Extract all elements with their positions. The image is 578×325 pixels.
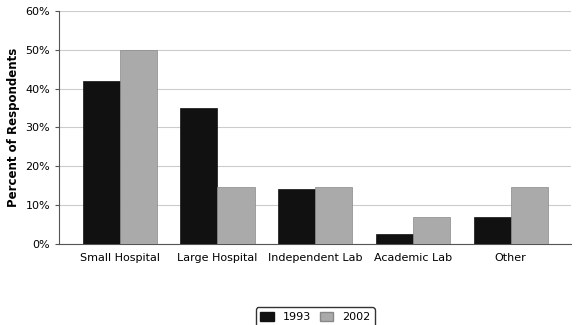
Bar bbox=[473, 216, 510, 244]
Bar bbox=[315, 188, 353, 244]
Y-axis label: Percent of Respondents: Percent of Respondents bbox=[7, 48, 20, 207]
Bar bbox=[278, 189, 315, 244]
Bar bbox=[83, 81, 120, 244]
Bar bbox=[510, 188, 548, 244]
Bar bbox=[217, 188, 254, 244]
Bar bbox=[180, 108, 217, 244]
Bar bbox=[376, 234, 413, 244]
Bar bbox=[120, 50, 157, 244]
Legend: 1993, 2002: 1993, 2002 bbox=[256, 307, 375, 325]
Bar bbox=[413, 216, 450, 244]
